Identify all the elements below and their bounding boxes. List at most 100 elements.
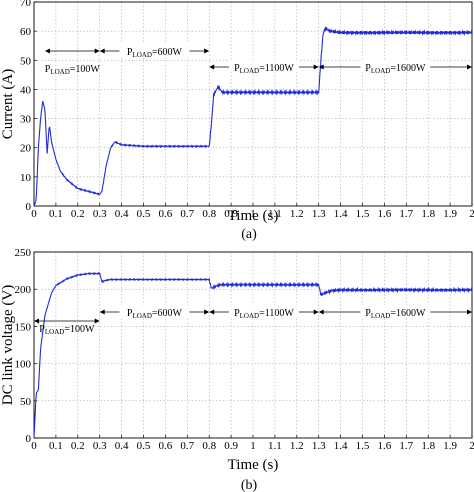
y-axis-label: DC link voltage (V) bbox=[0, 285, 16, 405]
x-axis-label: Time (s) bbox=[228, 208, 279, 224]
panel-label: (b) bbox=[241, 478, 258, 492]
y-tick-label: 40 bbox=[20, 84, 32, 96]
x-tick-label: 0.1 bbox=[49, 440, 63, 452]
x-axis-label: Time (s) bbox=[228, 457, 279, 473]
annotation-label-bg bbox=[360, 60, 431, 72]
annotation-label: PLOAD=1100W bbox=[234, 63, 294, 75]
y-tick-label: 150 bbox=[15, 321, 32, 333]
y-axis-label: Current (A) bbox=[0, 69, 16, 139]
load-annotation: PLOAD=600W bbox=[99, 44, 210, 59]
annotation-arrowhead-left bbox=[99, 48, 105, 54]
y-tick-label: 60 bbox=[20, 26, 32, 38]
x-tick-label: 1.6 bbox=[378, 440, 392, 452]
annotation-arrowhead-right bbox=[94, 48, 100, 54]
load-annotation: PLOAD=100W bbox=[44, 48, 101, 76]
annotation-label-bg bbox=[119, 305, 190, 317]
data-series-line bbox=[33, 271, 473, 439]
x-tick-label: 1.5 bbox=[356, 208, 370, 220]
x-tick-label: 0.3 bbox=[93, 208, 107, 220]
load-annotation: PLOAD=1600W bbox=[318, 60, 472, 75]
annotation-label: PLOAD=1600W bbox=[365, 63, 426, 75]
y-tick-label: 70 bbox=[20, 0, 32, 9]
load-annotation: PLOAD=1100W bbox=[209, 305, 319, 320]
load-annotation: PLOAD=1600W bbox=[318, 305, 472, 320]
x-tick-label: 1.6 bbox=[378, 208, 392, 220]
annotation-arrowhead-left bbox=[34, 318, 39, 324]
x-tick-label: 1.2 bbox=[290, 440, 304, 452]
x-tick-label: 1.1 bbox=[268, 440, 282, 452]
y-tick-label: 30 bbox=[20, 114, 32, 126]
x-tick-label: 0.7 bbox=[180, 440, 194, 452]
annotation-label: PLOAD=600W bbox=[127, 47, 183, 59]
x-tick-label: 1.5 bbox=[356, 440, 370, 452]
load-annotation: PLOAD=600W bbox=[99, 305, 210, 320]
annotation-label: PLOAD=100W bbox=[45, 64, 101, 76]
x-tick-label: 0.1 bbox=[49, 208, 63, 220]
annotation-label-bg bbox=[119, 44, 190, 56]
annotation-arrowhead-right bbox=[313, 64, 319, 70]
x-tick-label: 0.6 bbox=[159, 440, 173, 452]
x-tick-label: 1.2 bbox=[290, 208, 304, 220]
x-tick-label: 1.9 bbox=[443, 208, 457, 220]
annotation-label: PLOAD=1100W bbox=[234, 308, 294, 320]
x-tick-label: 1.1 bbox=[268, 208, 282, 220]
x-tick-label: 0 bbox=[31, 208, 37, 220]
annotation-arrowhead-right bbox=[204, 309, 210, 315]
annotation-arrowhead-left bbox=[209, 309, 215, 315]
x-tick-label: 1 bbox=[250, 440, 256, 452]
x-tick-label: 0.3 bbox=[93, 440, 107, 452]
y-tick-label: 50 bbox=[20, 55, 32, 67]
y-tick-label: 100 bbox=[15, 359, 32, 371]
x-tick-label: 1.3 bbox=[312, 208, 326, 220]
annotation-label-bg bbox=[228, 60, 299, 72]
x-tick-label: 0.4 bbox=[115, 440, 129, 452]
x-tick-label: 0.7 bbox=[180, 208, 194, 220]
load-annotation: PLOAD=1100W bbox=[209, 60, 319, 75]
y-tick-label: 0 bbox=[26, 201, 32, 213]
x-tick-label: 0.8 bbox=[202, 208, 216, 220]
y-tick-label: 200 bbox=[15, 284, 32, 296]
x-tick-label: 0.9 bbox=[224, 208, 238, 220]
annotation-label-bg bbox=[228, 305, 299, 317]
x-tick-label: 0.5 bbox=[137, 208, 151, 220]
x-tick-label: 1.7 bbox=[399, 440, 413, 452]
x-tick-label: 1.3 bbox=[312, 440, 326, 452]
panel-label: (a) bbox=[241, 227, 257, 242]
annotation-label: PLOAD=100W bbox=[39, 324, 95, 336]
x-tick-label: 2 bbox=[469, 208, 474, 220]
annotation-arrowhead-left bbox=[209, 64, 215, 70]
x-tick-label: 0.9 bbox=[224, 440, 238, 452]
annotation-arrowhead-left bbox=[44, 48, 50, 54]
annotation-label: PLOAD=1600W bbox=[365, 308, 426, 320]
x-tick-label: 0.2 bbox=[71, 440, 85, 452]
annotation-label: PLOAD=600W bbox=[127, 308, 183, 320]
x-tick-label: 0 bbox=[31, 440, 37, 452]
annotation-arrowhead-right bbox=[467, 309, 472, 315]
y-tick-label: 0 bbox=[26, 433, 32, 445]
annotation-arrowhead-right bbox=[313, 309, 319, 315]
x-tick-label: 0.8 bbox=[202, 440, 216, 452]
annotation-arrowhead-right bbox=[204, 48, 210, 54]
x-tick-label: 1.8 bbox=[421, 440, 435, 452]
annotation-arrowhead-right bbox=[94, 318, 100, 324]
x-tick-label: 1 bbox=[250, 208, 256, 220]
y-tick-label: 20 bbox=[20, 143, 32, 155]
x-tick-label: 0.2 bbox=[71, 208, 85, 220]
x-tick-label: 0.4 bbox=[115, 208, 129, 220]
load-annotation: PLOAD=100W bbox=[34, 318, 100, 336]
y-tick-label: 10 bbox=[20, 172, 32, 184]
annotation-arrowhead-left bbox=[318, 64, 324, 70]
x-tick-label: 1.4 bbox=[334, 440, 348, 452]
annotation-arrowhead-right bbox=[467, 64, 472, 70]
x-tick-label: 1.7 bbox=[399, 208, 413, 220]
y-tick-label: 250 bbox=[15, 247, 32, 259]
annotation-arrowhead-left bbox=[99, 309, 105, 315]
x-tick-label: 2 bbox=[469, 440, 474, 452]
panel-a: 0 0.1 0.2 0.3 0.4 0.5 0.6 0.7 0.8 0.9 1 1.1 1.2 1.3 1.… bbox=[0, 0, 474, 242]
annotation-label-bg bbox=[360, 305, 431, 317]
x-tick-label: 1.9 bbox=[443, 440, 457, 452]
y-tick-label: 50 bbox=[20, 396, 32, 408]
x-tick-label: 1.4 bbox=[334, 208, 348, 220]
panel-b: 0 0.1 0.2 0.3 0.4 0.5 0.6 0.7 0.8 0.9 1 1.1 1.2 1.3 1.… bbox=[0, 247, 474, 492]
